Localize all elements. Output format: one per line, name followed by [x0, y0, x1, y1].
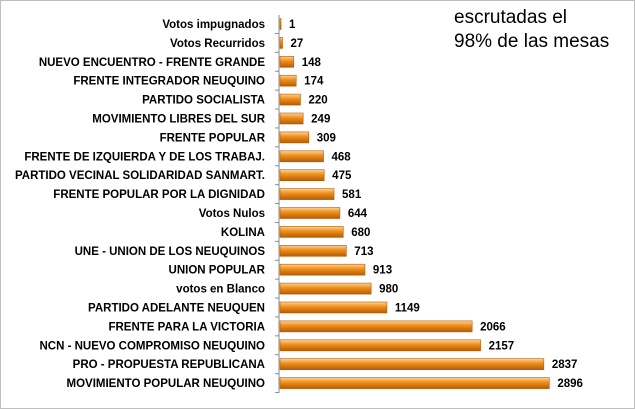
data-label: 980 — [379, 284, 398, 296]
category-label: Votos Recurridos — [170, 38, 265, 50]
category-label: PARTIDO SOCIALISTA — [142, 95, 265, 107]
bar — [279, 93, 301, 106]
category-label: MOVIMIENTO POPULAR NEUQUINO — [67, 378, 266, 390]
category-label: PRO - PROPUESTA REPUBLICANA — [73, 359, 265, 371]
category-label: NCN - NUEVO COMPROMISO NEUQUINO — [39, 340, 265, 352]
category-label: PARTIDO VECINAL SOLIDARIDAD SANMART. — [15, 170, 265, 182]
data-label: 27 — [291, 38, 304, 50]
data-label: 475 — [332, 170, 352, 182]
bar — [279, 226, 344, 238]
category-label: PARTIDO ADELANTE NEUQUEN — [88, 303, 265, 315]
category-label: UNE - UNION DE LOS NEUQUINOS — [75, 246, 266, 258]
data-label: 2157 — [489, 340, 515, 352]
annotation-line-1: escrutadas el — [454, 7, 568, 28]
bar — [279, 131, 310, 144]
data-label: 249 — [311, 114, 330, 126]
data-label: 2896 — [557, 378, 583, 390]
category-label: FRENTE INTEGRADOR NEUQUINO — [73, 76, 265, 88]
data-label: 680 — [351, 227, 370, 239]
bar — [279, 188, 335, 200]
category-label: NUEVO ENCUENTRO - FRENTE GRANDE — [39, 57, 266, 69]
data-label: 1 — [289, 19, 296, 31]
category-label: FRENTE PARA LA VICTORIA — [108, 321, 265, 333]
bar — [279, 377, 550, 389]
bar — [279, 301, 388, 314]
bar — [279, 55, 295, 68]
data-label: 1149 — [395, 303, 420, 315]
data-label: 309 — [317, 132, 336, 144]
annotation-line-2: 98% de las mesas — [454, 31, 610, 52]
data-label: 220 — [308, 95, 327, 107]
category-label: Votos impugnados — [162, 19, 265, 31]
bar — [279, 339, 481, 352]
category-label: MOVIMIENTO LIBRES DEL SUR — [92, 114, 265, 126]
bar — [279, 112, 304, 125]
data-label: 468 — [332, 151, 352, 163]
bar-series: Votos impugnados 1 Votos Recurridos 27 NUEVO… — [15, 18, 583, 394]
bar — [279, 207, 341, 219]
bar — [279, 245, 347, 257]
bar — [279, 320, 473, 333]
data-label: 913 — [373, 265, 392, 277]
data-label: 174 — [304, 76, 324, 88]
category-label: FRENTE POPULAR POR LA DIGNIDAD — [53, 189, 265, 201]
bar — [279, 37, 283, 49]
bar — [279, 169, 325, 181]
data-label: 644 — [348, 208, 368, 220]
category-label: KOLINA — [221, 227, 265, 239]
bar — [279, 74, 297, 87]
chart-annotation: escrutadas el 98% de las mesas — [454, 6, 632, 54]
bar — [279, 18, 282, 30]
category-label: Votos Nulos — [199, 208, 265, 220]
data-label: 148 — [302, 57, 322, 69]
bar — [279, 358, 545, 371]
bar — [279, 150, 324, 163]
data-label: 2837 — [552, 359, 578, 371]
data-label: 581 — [342, 189, 362, 201]
data-label: 713 — [354, 246, 373, 258]
category-label: FRENTE DE IZQUIERDA Y DE LOS TRABAJ. — [24, 151, 265, 163]
category-label: FRENTE POPULAR — [160, 132, 266, 144]
data-label: 2066 — [480, 321, 506, 333]
category-label: UNION POPULAR — [169, 265, 266, 277]
bar — [279, 263, 366, 276]
bar — [279, 282, 372, 295]
category-label: votos en Blanco — [176, 284, 265, 296]
